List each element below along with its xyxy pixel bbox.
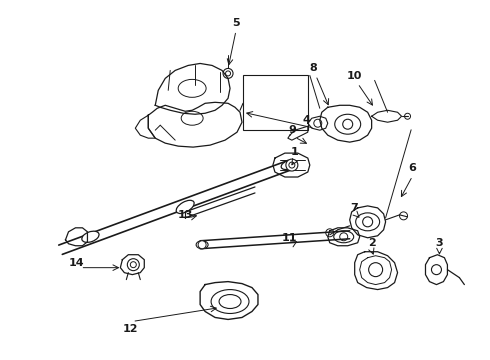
Ellipse shape: [281, 161, 294, 170]
Text: 13: 13: [177, 210, 193, 220]
Polygon shape: [350, 206, 386, 238]
Polygon shape: [320, 105, 371, 142]
Polygon shape: [273, 153, 310, 177]
Circle shape: [432, 265, 441, 275]
Polygon shape: [155, 63, 230, 114]
Text: 4: 4: [303, 115, 311, 125]
Polygon shape: [200, 282, 258, 319]
Polygon shape: [371, 110, 401, 122]
Polygon shape: [121, 255, 144, 275]
Ellipse shape: [176, 200, 194, 213]
Polygon shape: [148, 102, 242, 147]
Ellipse shape: [196, 241, 208, 249]
Circle shape: [198, 241, 206, 249]
Text: 14: 14: [69, 258, 84, 268]
Circle shape: [286, 159, 298, 171]
Text: 11: 11: [282, 233, 297, 243]
Circle shape: [127, 259, 139, 271]
Text: 7: 7: [350, 203, 358, 213]
Text: 9: 9: [288, 125, 296, 135]
Polygon shape: [288, 126, 308, 140]
Text: 12: 12: [122, 324, 138, 334]
Text: 6: 6: [409, 163, 416, 173]
Text: 10: 10: [347, 71, 363, 81]
Polygon shape: [66, 228, 87, 246]
Text: 1: 1: [291, 147, 299, 157]
Ellipse shape: [82, 231, 99, 242]
Text: 8: 8: [309, 63, 317, 73]
Text: 3: 3: [436, 238, 443, 248]
Bar: [243, 75, 308, 130]
Polygon shape: [135, 115, 155, 138]
Polygon shape: [425, 255, 447, 285]
Polygon shape: [355, 252, 397, 289]
Polygon shape: [308, 116, 328, 130]
Circle shape: [368, 263, 383, 276]
Polygon shape: [328, 228, 360, 246]
Text: 2: 2: [368, 238, 375, 248]
Text: 5: 5: [232, 18, 240, 28]
